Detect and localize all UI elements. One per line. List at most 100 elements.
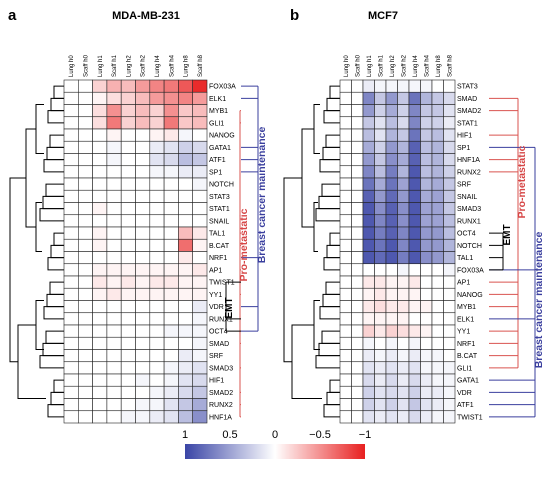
row-label: RUNX2 — [457, 170, 481, 177]
row-label: HNF1A — [457, 157, 480, 164]
heatmap-cell — [431, 177, 444, 191]
heatmap-cell — [339, 140, 352, 154]
heatmap-cell — [420, 79, 433, 93]
heatmap-cell — [339, 300, 352, 314]
dendrogram-branch — [329, 232, 340, 246]
column-label: Scaff h8 — [447, 54, 453, 77]
heatmap-cell — [431, 361, 444, 375]
heatmap-cell — [163, 226, 179, 240]
heatmap-cell — [120, 373, 136, 387]
heatmap-cell — [420, 263, 433, 277]
heatmap-cell — [163, 128, 179, 142]
heatmap-cell — [149, 238, 165, 252]
heatmap-cell — [443, 189, 456, 203]
heatmap-cell — [178, 361, 193, 375]
dendrogram-branch — [50, 97, 64, 112]
heatmap-cell — [431, 336, 444, 350]
heatmap-cell — [120, 116, 136, 130]
heatmap-cell — [339, 361, 352, 375]
dendrogram-branch — [315, 355, 340, 369]
heatmap-cell — [192, 214, 208, 228]
row-label: TAL1 — [209, 231, 225, 238]
row-label: OCT4 — [457, 231, 476, 238]
row-label: MYB1 — [457, 304, 476, 311]
heatmap-cell — [397, 226, 410, 240]
heatmap-cell — [420, 214, 433, 228]
heatmap-cell — [63, 189, 79, 203]
heatmap-cell — [443, 226, 456, 240]
heatmap-cell — [385, 238, 398, 252]
heatmap-cell — [78, 263, 93, 277]
heatmap-cell — [178, 251, 193, 265]
heatmap-cell — [362, 79, 375, 93]
column-label: Scaff h1 — [378, 54, 384, 77]
row-label: NOTCH — [209, 182, 234, 189]
heatmap-cell — [431, 287, 444, 301]
heatmap-cell — [397, 410, 410, 424]
heatmap-cell — [106, 324, 122, 338]
heatmap-cell — [192, 263, 208, 277]
column-label: Scaff h8 — [198, 54, 204, 77]
heatmap-cell — [362, 263, 375, 277]
heatmap-cell — [339, 177, 352, 191]
heatmap-cell — [63, 153, 79, 167]
heatmap-cell — [135, 91, 151, 105]
dendrogram-branch — [47, 110, 64, 124]
heatmap-cell — [408, 251, 421, 265]
heatmap-cell — [420, 385, 433, 399]
heatmap-cell — [443, 238, 456, 252]
row-label: GLI1 — [209, 121, 224, 128]
dendrogram-branch — [313, 104, 320, 154]
brackets-b — [489, 97, 536, 418]
row-label: B.CAT — [457, 353, 478, 360]
heatmap-cell — [92, 128, 108, 142]
row-label: VDR — [209, 304, 224, 311]
heatmap-cell — [351, 312, 364, 326]
heatmap-cell — [163, 373, 179, 387]
column-label: Scaff h1 — [112, 54, 118, 77]
row-label: GLI1 — [457, 366, 472, 373]
heatmap-cell — [106, 177, 122, 191]
heatmap-cell — [178, 116, 193, 130]
heatmap-cell — [192, 128, 208, 142]
heatmap-cell — [120, 361, 136, 375]
heatmap-cell — [135, 140, 151, 154]
heatmap-cell — [443, 177, 456, 191]
heatmap-cell — [339, 226, 352, 240]
row-label: SMAD3 — [457, 206, 481, 213]
heatmap-cell — [420, 153, 433, 167]
heatmap-cell — [78, 91, 93, 105]
heatmap-cell — [163, 214, 179, 228]
brackets-a — [225, 85, 259, 418]
heatmap-cell — [443, 361, 456, 375]
heatmap-cell — [120, 153, 136, 167]
heatmap-cell — [374, 398, 387, 412]
heatmap-cell — [397, 153, 410, 167]
heatmap-cell — [339, 251, 352, 265]
dendrogram-branch — [323, 110, 340, 124]
heatmap-cell — [374, 251, 387, 265]
heatmap-cell — [178, 238, 193, 252]
heatmap-cell — [420, 336, 433, 350]
heatmap-cell — [443, 251, 456, 265]
heatmap-cell — [92, 238, 108, 252]
heatmap-cell — [397, 214, 410, 228]
heatmap-cell — [339, 91, 352, 105]
heatmap-cell — [443, 165, 456, 179]
heatmap-cell — [120, 263, 136, 277]
heatmap-cell — [385, 263, 398, 277]
heatmap-cell — [385, 324, 398, 338]
heatmap-cell — [431, 373, 444, 387]
heatmap-cell — [92, 116, 108, 130]
heatmap-cell — [149, 214, 165, 228]
heatmap-cell — [397, 202, 410, 216]
heatmap-cell — [163, 300, 179, 314]
heatmap-cell — [78, 116, 93, 130]
heatmap-cell — [192, 202, 208, 216]
heatmap-cell — [408, 140, 421, 154]
heatmap-cell — [78, 128, 93, 142]
heatmap-cell — [106, 275, 122, 289]
heatmap-cell — [351, 385, 364, 399]
heatmap-cell — [149, 226, 165, 240]
